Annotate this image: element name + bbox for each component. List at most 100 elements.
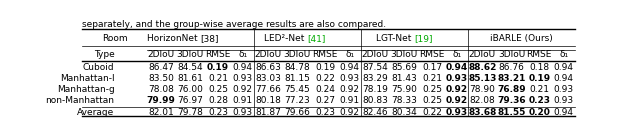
Text: δ₁: δ₁ [345, 50, 354, 59]
Text: [38]: [38] [200, 34, 219, 43]
Text: 2DIoU: 2DIoU [255, 50, 282, 59]
Text: 85.69: 85.69 [392, 63, 417, 72]
Text: 0.25: 0.25 [422, 96, 442, 105]
Text: 0.17: 0.17 [422, 63, 442, 72]
Text: 0.92: 0.92 [445, 85, 468, 94]
Text: 0.92: 0.92 [445, 96, 468, 105]
Text: 78.90: 78.90 [470, 85, 495, 94]
Text: 86.76: 86.76 [499, 63, 524, 72]
Text: 0.93: 0.93 [554, 96, 574, 105]
Text: 81.61: 81.61 [177, 74, 203, 83]
Text: RMSE: RMSE [527, 50, 552, 59]
Text: 76.97: 76.97 [177, 96, 203, 105]
Text: 83.68: 83.68 [468, 108, 497, 117]
Text: 0.25: 0.25 [208, 85, 228, 94]
Text: 0.93: 0.93 [445, 108, 468, 117]
Text: Manhattan-l: Manhattan-l [60, 74, 115, 83]
Text: 0.92: 0.92 [340, 85, 360, 94]
Text: Type: Type [94, 50, 115, 59]
Text: 80.34: 80.34 [392, 108, 417, 117]
Text: 0.23: 0.23 [315, 108, 335, 117]
Text: 0.19: 0.19 [315, 63, 335, 72]
Text: 78.08: 78.08 [148, 85, 174, 94]
Text: Room: Room [102, 34, 127, 43]
Text: [41]: [41] [307, 34, 326, 43]
Text: 82.46: 82.46 [362, 108, 388, 117]
Text: 0.22: 0.22 [422, 108, 442, 117]
Text: 83.03: 83.03 [255, 74, 281, 83]
Text: 2DIoU: 2DIoU [362, 50, 389, 59]
Text: 0.94: 0.94 [554, 74, 574, 83]
Text: 79.78: 79.78 [177, 108, 203, 117]
Text: 79.66: 79.66 [284, 108, 310, 117]
Text: 0.21: 0.21 [208, 74, 228, 83]
Text: RMSE: RMSE [420, 50, 445, 59]
Text: δ₁: δ₁ [559, 50, 568, 59]
Text: 82.01: 82.01 [148, 108, 174, 117]
Text: 0.93: 0.93 [232, 74, 253, 83]
Text: 79.99: 79.99 [147, 96, 175, 105]
Text: δ₁: δ₁ [452, 50, 461, 59]
Text: 78.33: 78.33 [392, 96, 417, 105]
Text: RMSE: RMSE [205, 50, 230, 59]
Text: 0.93: 0.93 [340, 74, 360, 83]
Text: 0.18: 0.18 [529, 63, 549, 72]
Text: 0.23: 0.23 [208, 108, 228, 117]
Text: 3DIoU: 3DIoU [390, 50, 418, 59]
Text: 0.22: 0.22 [315, 74, 335, 83]
Text: 81.87: 81.87 [255, 108, 281, 117]
Text: 0.93: 0.93 [554, 85, 574, 94]
Text: 2DIoU: 2DIoU [148, 50, 175, 59]
Text: non-Manhattan: non-Manhattan [45, 96, 115, 105]
Text: δ₁: δ₁ [238, 50, 247, 59]
Text: 78.19: 78.19 [362, 85, 388, 94]
Text: 0.94: 0.94 [445, 63, 468, 72]
Text: iBARLE (Ours): iBARLE (Ours) [490, 34, 553, 43]
Text: 3DIoU: 3DIoU [284, 50, 311, 59]
Text: 0.25: 0.25 [422, 85, 442, 94]
Text: 84.78: 84.78 [284, 63, 310, 72]
Text: HorizonNet: HorizonNet [147, 34, 200, 43]
Text: 86.47: 86.47 [148, 63, 174, 72]
Text: 2DIoU: 2DIoU [469, 50, 496, 59]
Text: separately, and the group-wise average results are also compared.: separately, and the group-wise average r… [83, 20, 387, 29]
Text: 0.93: 0.93 [232, 108, 253, 117]
Text: LED²-Net: LED²-Net [264, 34, 307, 43]
Text: 0.94: 0.94 [340, 63, 360, 72]
Text: 88.62: 88.62 [468, 63, 497, 72]
Text: 87.54: 87.54 [362, 63, 388, 72]
Text: [19]: [19] [414, 34, 433, 43]
Text: 86.63: 86.63 [255, 63, 281, 72]
Text: 0.28: 0.28 [208, 96, 228, 105]
Text: Cuboid: Cuboid [83, 63, 115, 72]
Text: 0.20: 0.20 [529, 108, 550, 117]
Text: 82.08: 82.08 [470, 96, 495, 105]
Text: 81.15: 81.15 [284, 74, 310, 83]
Text: 83.21: 83.21 [497, 74, 525, 83]
Text: 84.54: 84.54 [177, 63, 203, 72]
Text: 0.27: 0.27 [315, 96, 335, 105]
Text: 0.94: 0.94 [554, 63, 574, 72]
Text: 83.29: 83.29 [362, 74, 388, 83]
Text: 83.50: 83.50 [148, 74, 174, 83]
Text: 81.55: 81.55 [497, 108, 525, 117]
Text: 85.13: 85.13 [468, 74, 497, 83]
Text: 0.24: 0.24 [315, 85, 335, 94]
Text: LGT-Net: LGT-Net [376, 34, 414, 43]
Text: 0.92: 0.92 [232, 85, 253, 94]
Text: 77.23: 77.23 [284, 96, 310, 105]
Text: 75.90: 75.90 [392, 85, 417, 94]
Text: 79.36: 79.36 [497, 96, 525, 105]
Text: 80.83: 80.83 [362, 96, 388, 105]
Text: 76.00: 76.00 [177, 85, 203, 94]
Text: 0.19: 0.19 [207, 63, 229, 72]
Text: 0.21: 0.21 [529, 85, 549, 94]
Text: 80.18: 80.18 [255, 96, 281, 105]
Text: 0.91: 0.91 [232, 96, 253, 105]
Text: 0.23: 0.23 [528, 96, 550, 105]
Text: 0.91: 0.91 [340, 96, 360, 105]
Text: 3DIoU: 3DIoU [498, 50, 525, 59]
Text: 0.19: 0.19 [528, 74, 550, 83]
Text: 0.93: 0.93 [445, 74, 468, 83]
Text: 0.94: 0.94 [554, 108, 574, 117]
